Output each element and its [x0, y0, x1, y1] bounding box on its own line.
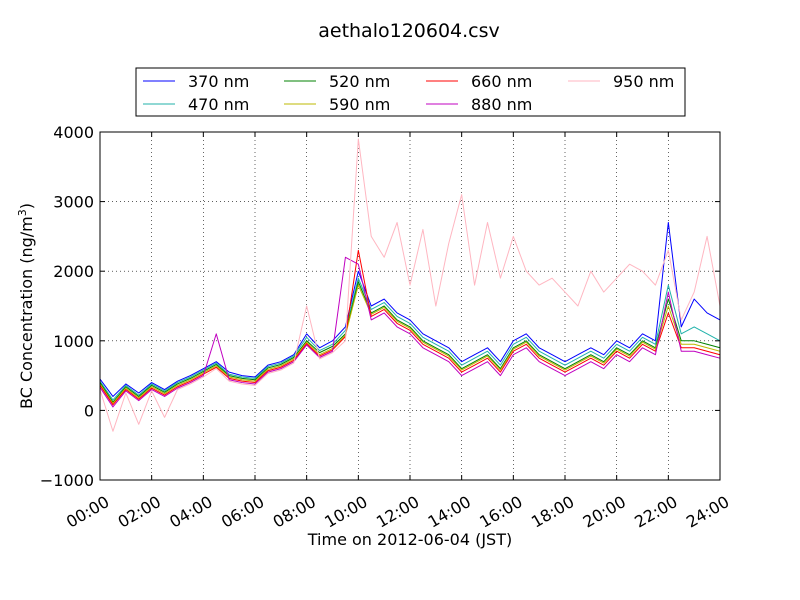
legend-label-470-nm: 470 nm [188, 95, 249, 114]
y-tick-label: −1000 [40, 471, 94, 490]
series-line-520-nm [99, 281, 721, 403]
x-tick-label: 02:00 [115, 492, 164, 532]
x-tick-label: 00:00 [63, 492, 112, 532]
series-layer [99, 138, 721, 432]
chart-title: aethalo120604.csv [318, 20, 500, 42]
x-tick-label: 12:00 [373, 492, 422, 532]
x-tick-label: 06:00 [218, 492, 267, 532]
y-axis: −1000 0 1000 2000 3000 4000 [40, 123, 720, 490]
grid [100, 132, 720, 480]
legend: 370 nm 470 nm 520 nm 590 nm 660 nm 880 nm 950 … [135, 67, 686, 117]
series-line-590-nm [99, 284, 721, 404]
legend-label-520-nm: 520 nm [329, 72, 390, 91]
y-tick-label: 4000 [53, 123, 94, 142]
x-tick-label: 08:00 [270, 492, 319, 532]
x-tick-label: 16:00 [476, 492, 525, 532]
x-tick-label: 18:00 [528, 492, 577, 532]
x-tick-label: 22:00 [631, 492, 680, 532]
x-tick-label: 10:00 [321, 492, 370, 532]
y-axis-label-end: ) [17, 203, 36, 209]
y-axis-label: BC Concentration (ng/m3) [16, 203, 36, 409]
x-tick-label: 04:00 [166, 492, 215, 532]
legend-box [135, 67, 686, 117]
legend-label-950-nm: 950 nm [613, 72, 674, 91]
series-line-470-nm [99, 277, 721, 401]
legend-label-660-nm: 660 nm [471, 72, 532, 91]
legend-label-590-nm: 590 nm [329, 95, 390, 114]
x-tick-label: 20:00 [580, 492, 629, 532]
legend-label-370-nm: 370 nm [188, 72, 249, 91]
y-tick-label: 1000 [53, 332, 94, 351]
series-line-880-nm [99, 256, 721, 408]
series-line-950-nm [99, 138, 721, 432]
y-axis-label-superscript: 3 [16, 209, 29, 216]
y-tick-label: 2000 [53, 262, 94, 281]
legend-label-880-nm: 880 nm [471, 95, 532, 114]
x-axis: 00:00 02:00 04:00 06:00 08:00 10:00 12:00 14:00… [63, 132, 732, 532]
y-tick-label: 3000 [53, 193, 94, 212]
y-tick-label: 0 [84, 401, 94, 420]
y-axis-label-main: BC Concentration (ng/m [17, 216, 36, 409]
x-tick-label: 24:00 [683, 492, 732, 532]
x-tick-label: 14:00 [425, 492, 474, 532]
x-axis-label: Time on 2012-06-04 (JST) [307, 530, 512, 549]
series-line-370-nm [99, 221, 721, 397]
